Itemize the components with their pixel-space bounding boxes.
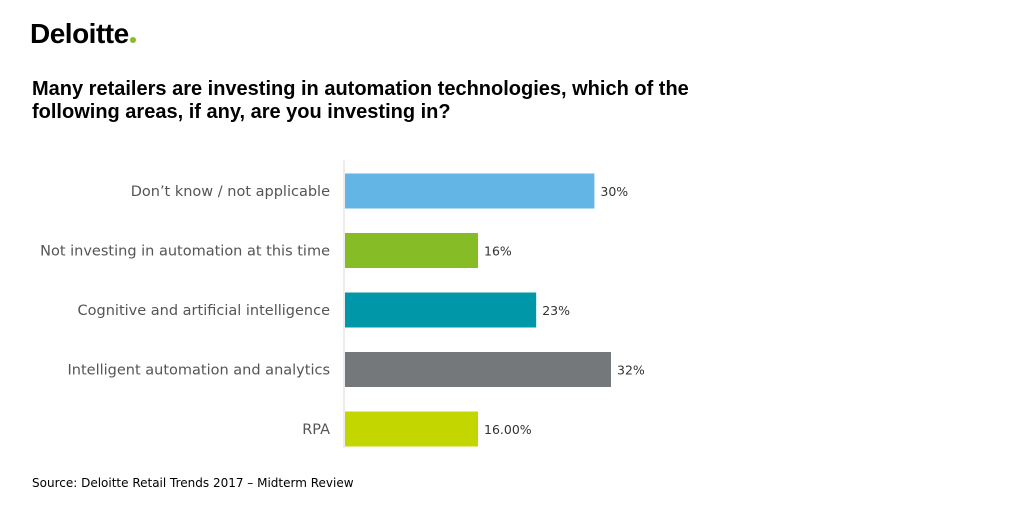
category-label: RPA xyxy=(302,422,330,438)
data-label: 32% xyxy=(617,363,645,378)
category-label: Don’t know / not applicable xyxy=(131,184,330,200)
category-label: Not investing in automation at this time xyxy=(40,244,330,260)
category-label: Intelligent automation and analytics xyxy=(68,363,331,379)
bar-group xyxy=(345,173,611,447)
category-labels: Don’t know / not applicable Not investing… xyxy=(40,184,330,438)
data-label: 23% xyxy=(542,303,570,318)
deloitte-logo: Deloitte xyxy=(30,16,136,52)
value-labels: 30% 16% 23% 32% 16.00% xyxy=(484,184,645,437)
bar xyxy=(345,292,537,328)
data-label: 30% xyxy=(600,184,628,199)
bar xyxy=(345,411,478,447)
logo-text: Deloitte xyxy=(30,18,129,49)
logo-dot xyxy=(129,37,136,43)
source-note: Source: Deloitte Retail Trends 2017 – Mi… xyxy=(32,476,354,490)
chart-title: Many retailers are investing in automati… xyxy=(32,78,689,123)
data-label: 16.00% xyxy=(484,422,532,437)
bar xyxy=(345,352,611,387)
category-label: Cognitive and artificial intelligence xyxy=(78,303,331,319)
bar xyxy=(345,173,595,209)
data-label: 16% xyxy=(484,244,512,259)
bar xyxy=(345,233,478,268)
